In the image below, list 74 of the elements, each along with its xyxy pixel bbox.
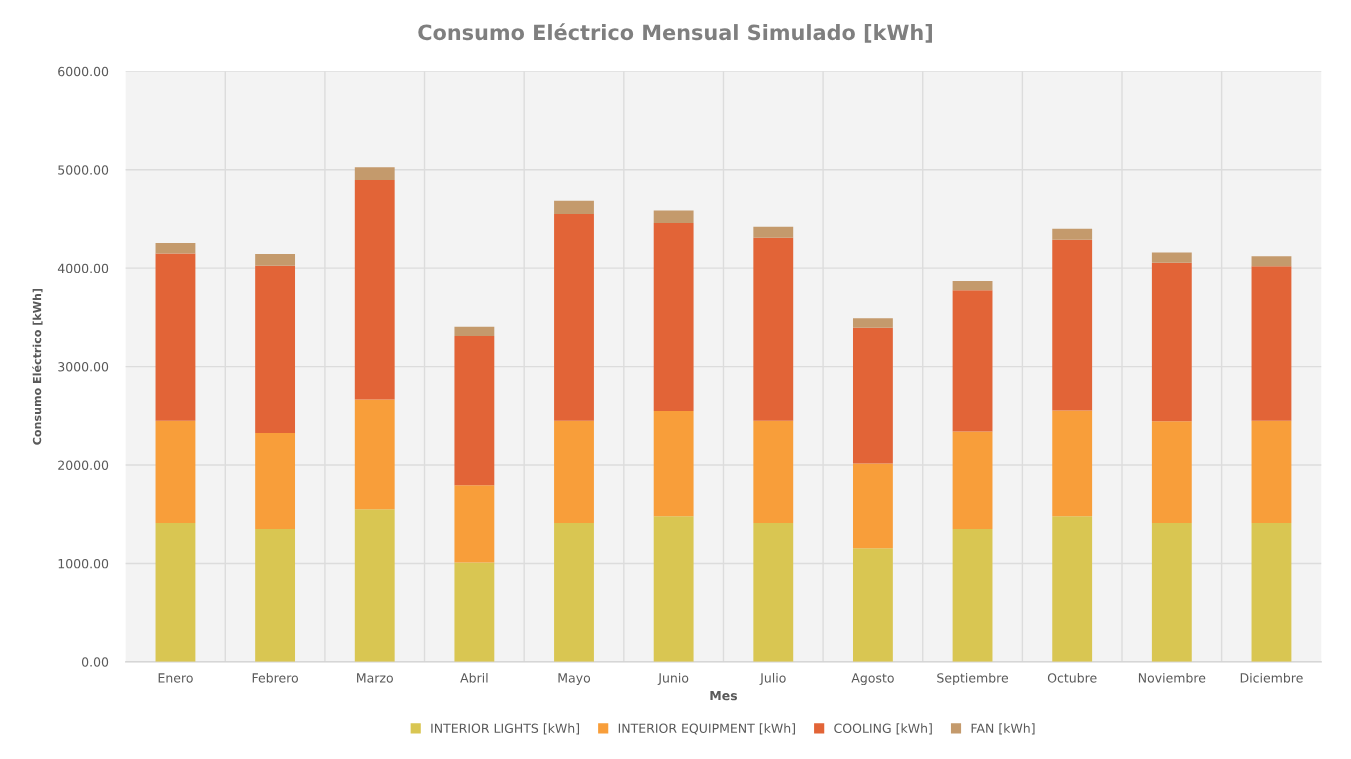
legend-label: INTERIOR LIGHTS [kWh]	[431, 723, 579, 735]
bar	[852, 548, 893, 662]
y-tick-label: 0.00	[81, 657, 109, 667]
bar	[653, 410, 694, 517]
bar	[753, 226, 794, 238]
legend-label: FAN [kWh]	[971, 723, 1035, 735]
y-tick-label: 2000.00	[58, 460, 109, 470]
legend-label: INTERIOR EQUIPMENT [kWh]	[618, 723, 795, 735]
bar	[1251, 256, 1292, 267]
y-axis-title: Consumo Eléctrico [kWh]	[32, 288, 43, 445]
bar	[753, 420, 794, 524]
x-tick-label: Abril	[460, 672, 488, 683]
x-tick-label: Agosto	[851, 673, 894, 686]
x-tick-label: Julio	[759, 672, 786, 685]
x-tick-label: Noviembre	[1138, 672, 1206, 683]
x-tick-label: Diciembre	[1240, 672, 1303, 683]
bar	[554, 523, 594, 662]
bar	[1251, 523, 1292, 662]
bar	[653, 516, 694, 662]
y-tick-label: 5000.00	[58, 165, 109, 175]
bar	[852, 327, 893, 464]
bar	[354, 167, 395, 181]
bar	[454, 562, 495, 662]
bar	[1251, 420, 1292, 524]
bar	[1151, 252, 1192, 263]
bar	[354, 509, 395, 662]
bar	[554, 200, 594, 215]
bar	[255, 528, 296, 662]
bar	[554, 214, 594, 421]
bar	[952, 290, 993, 432]
bar	[454, 485, 495, 563]
bar	[155, 523, 196, 662]
bar	[155, 253, 196, 421]
bar	[653, 210, 694, 223]
x-axis-title: Mes	[710, 691, 738, 701]
bar	[1052, 239, 1093, 411]
x-tick-label: Febrero	[252, 672, 298, 683]
bar	[852, 463, 893, 549]
bar	[1052, 228, 1093, 240]
bar	[155, 420, 196, 524]
x-tick-label: Junio	[657, 672, 689, 685]
bar	[1151, 421, 1192, 524]
bar	[255, 253, 296, 266]
bar	[753, 523, 794, 662]
bar	[952, 280, 993, 291]
y-tick-label: 6000.00	[58, 66, 109, 77]
x-tick-label: Septiembre	[937, 672, 1009, 686]
x-tick-label: Enero	[158, 673, 193, 683]
bar	[554, 420, 594, 524]
y-tick-label: 1000.00	[58, 558, 109, 569]
bar	[1151, 262, 1192, 422]
bar	[1251, 266, 1292, 421]
bar	[454, 326, 495, 337]
bar	[852, 318, 893, 328]
legend-label: COOLING [kWh]	[834, 723, 932, 735]
y-tick-label: 4000.00	[57, 263, 109, 274]
x-tick-label: Mayo	[558, 673, 591, 686]
bar	[354, 399, 395, 510]
bar	[454, 336, 495, 486]
chart-title: Consumo Eléctrico Mensual Simulado [kWh]	[418, 23, 932, 43]
bar	[1151, 523, 1192, 662]
bar	[952, 528, 993, 662]
x-tick-label: Octubre	[1047, 672, 1097, 683]
bar	[354, 180, 395, 400]
x-tick-label: Marzo	[357, 673, 393, 683]
bar	[1052, 410, 1093, 517]
bar	[952, 431, 993, 529]
bar	[653, 222, 694, 411]
bar	[155, 243, 196, 254]
y-tick-label: 3000.00	[58, 362, 109, 372]
bar	[255, 265, 296, 434]
bar	[753, 237, 794, 421]
bar	[1052, 516, 1093, 662]
bar	[255, 433, 296, 529]
